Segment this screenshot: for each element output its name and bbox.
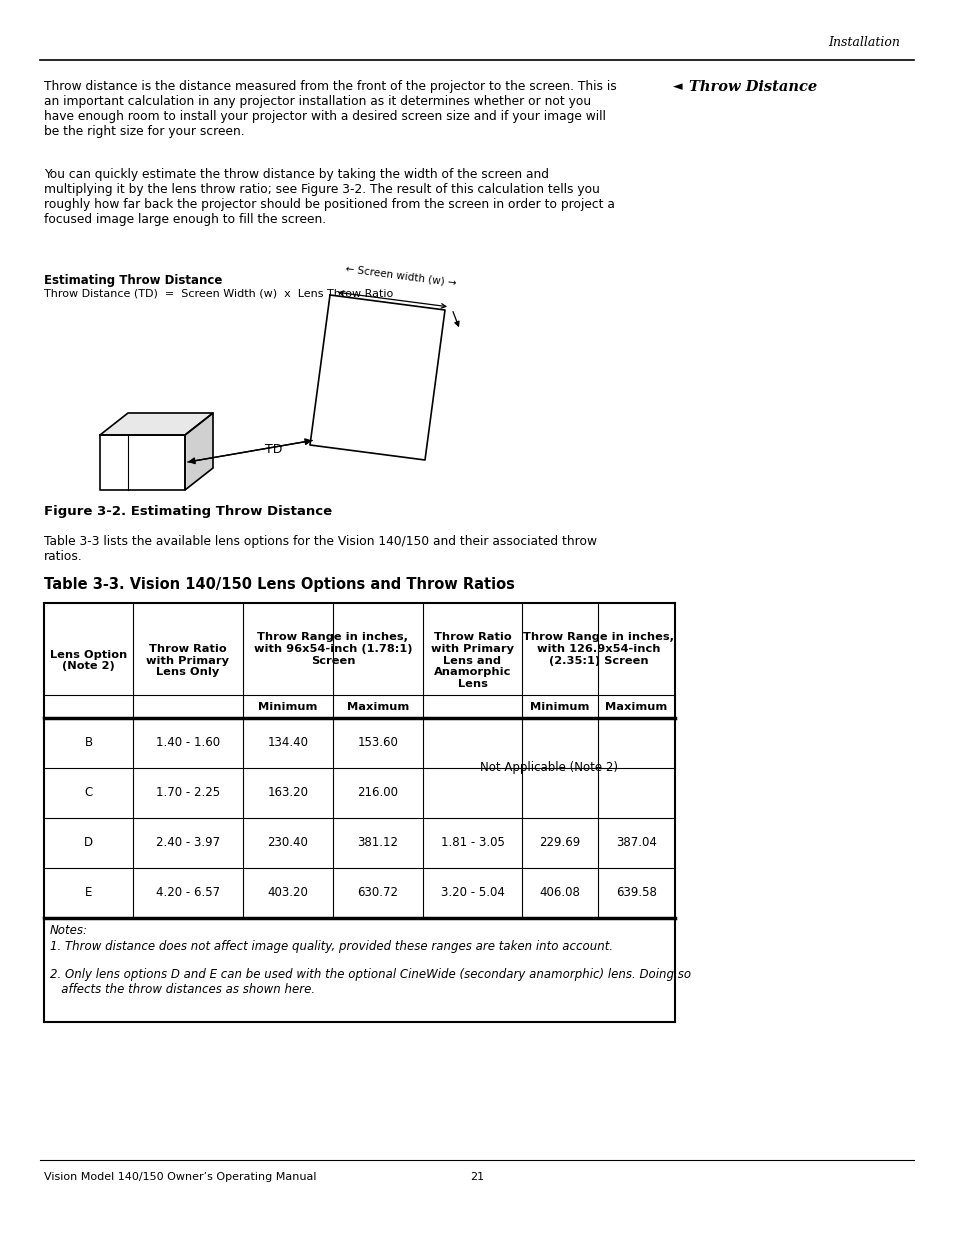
Text: Throw distance is the distance measured from the front of the projector to the s: Throw distance is the distance measured … [44, 80, 616, 138]
Text: Table 3-3. Vision 140/150 Lens Options and Throw Ratios: Table 3-3. Vision 140/150 Lens Options a… [44, 577, 515, 592]
Text: Throw Distance (TD)  =  Screen Width (w)  x  Lens Throw Ratio: Throw Distance (TD) = Screen Width (w) x… [44, 288, 393, 298]
Text: Throw Ratio
with Primary
Lens and
Anamorphic
Lens: Throw Ratio with Primary Lens and Anamor… [431, 632, 514, 689]
Text: Estimating Throw Distance: Estimating Throw Distance [44, 274, 222, 287]
Text: You can quickly estimate the throw distance by taking the width of the screen an: You can quickly estimate the throw dista… [44, 168, 615, 226]
Text: ◄: ◄ [672, 80, 682, 93]
Text: 381.12: 381.12 [357, 836, 398, 850]
Text: E: E [85, 887, 92, 899]
Text: 406.08: 406.08 [539, 887, 579, 899]
Polygon shape [185, 412, 213, 490]
Text: Minimum: Minimum [530, 701, 589, 711]
Text: 1.40 - 1.60: 1.40 - 1.60 [155, 736, 220, 750]
Text: 2.40 - 3.97: 2.40 - 3.97 [155, 836, 220, 850]
Text: C: C [84, 787, 92, 799]
Text: 1.81 - 3.05: 1.81 - 3.05 [440, 836, 504, 850]
Text: 403.20: 403.20 [267, 887, 308, 899]
Text: TD: TD [265, 443, 282, 456]
Text: 230.40: 230.40 [267, 836, 308, 850]
Text: Maximum: Maximum [605, 701, 667, 711]
Text: Lens Option
(Note 2): Lens Option (Note 2) [50, 650, 127, 672]
Text: Throw Ratio
with Primary
Lens Only: Throw Ratio with Primary Lens Only [147, 643, 230, 677]
Text: Vision Model 140/150 Owner’s Operating Manual: Vision Model 140/150 Owner’s Operating M… [44, 1172, 316, 1182]
Text: Minimum: Minimum [258, 701, 317, 711]
Text: Throw Distance: Throw Distance [688, 80, 817, 94]
Text: 3.20 - 5.04: 3.20 - 5.04 [440, 887, 504, 899]
Text: Maximum: Maximum [347, 701, 409, 711]
Text: Figure 3-2. Estimating Throw Distance: Figure 3-2. Estimating Throw Distance [44, 505, 332, 517]
Text: 163.20: 163.20 [267, 787, 308, 799]
Text: B: B [85, 736, 92, 750]
Text: 1. Throw distance does not affect image quality, provided these ranges are taken: 1. Throw distance does not affect image … [50, 940, 613, 953]
Text: Not Applicable (Note 2): Not Applicable (Note 2) [479, 762, 618, 774]
Text: 153.60: 153.60 [357, 736, 398, 750]
Text: 229.69: 229.69 [538, 836, 580, 850]
Text: Installation: Installation [827, 36, 899, 49]
Text: 630.72: 630.72 [357, 887, 398, 899]
Text: 4.20 - 6.57: 4.20 - 6.57 [155, 887, 220, 899]
Text: 639.58: 639.58 [616, 887, 657, 899]
Text: 134.40: 134.40 [267, 736, 308, 750]
Text: ← Screen width (w) →: ← Screen width (w) → [344, 263, 456, 288]
Polygon shape [100, 412, 213, 435]
Text: Table 3-3 lists the available lens options for the Vision 140/150 and their asso: Table 3-3 lists the available lens optio… [44, 535, 597, 563]
Text: 21: 21 [470, 1172, 483, 1182]
Polygon shape [310, 295, 444, 459]
Text: 387.04: 387.04 [616, 836, 657, 850]
Text: D: D [84, 836, 93, 850]
Polygon shape [100, 435, 185, 490]
Text: 2. Only lens options D and E can be used with the optional CineWide (secondary a: 2. Only lens options D and E can be used… [50, 968, 690, 995]
Text: Notes:: Notes: [50, 924, 88, 937]
Text: Throw Range in inches,
with 96x54-inch (1.78:1)
Screen: Throw Range in inches, with 96x54-inch (… [253, 632, 412, 666]
Text: Throw Range in inches,
with 126.9x54-inch
(2.35:1) Screen: Throw Range in inches, with 126.9x54-inc… [522, 632, 673, 666]
Text: 216.00: 216.00 [357, 787, 398, 799]
Text: 1.70 - 2.25: 1.70 - 2.25 [155, 787, 220, 799]
